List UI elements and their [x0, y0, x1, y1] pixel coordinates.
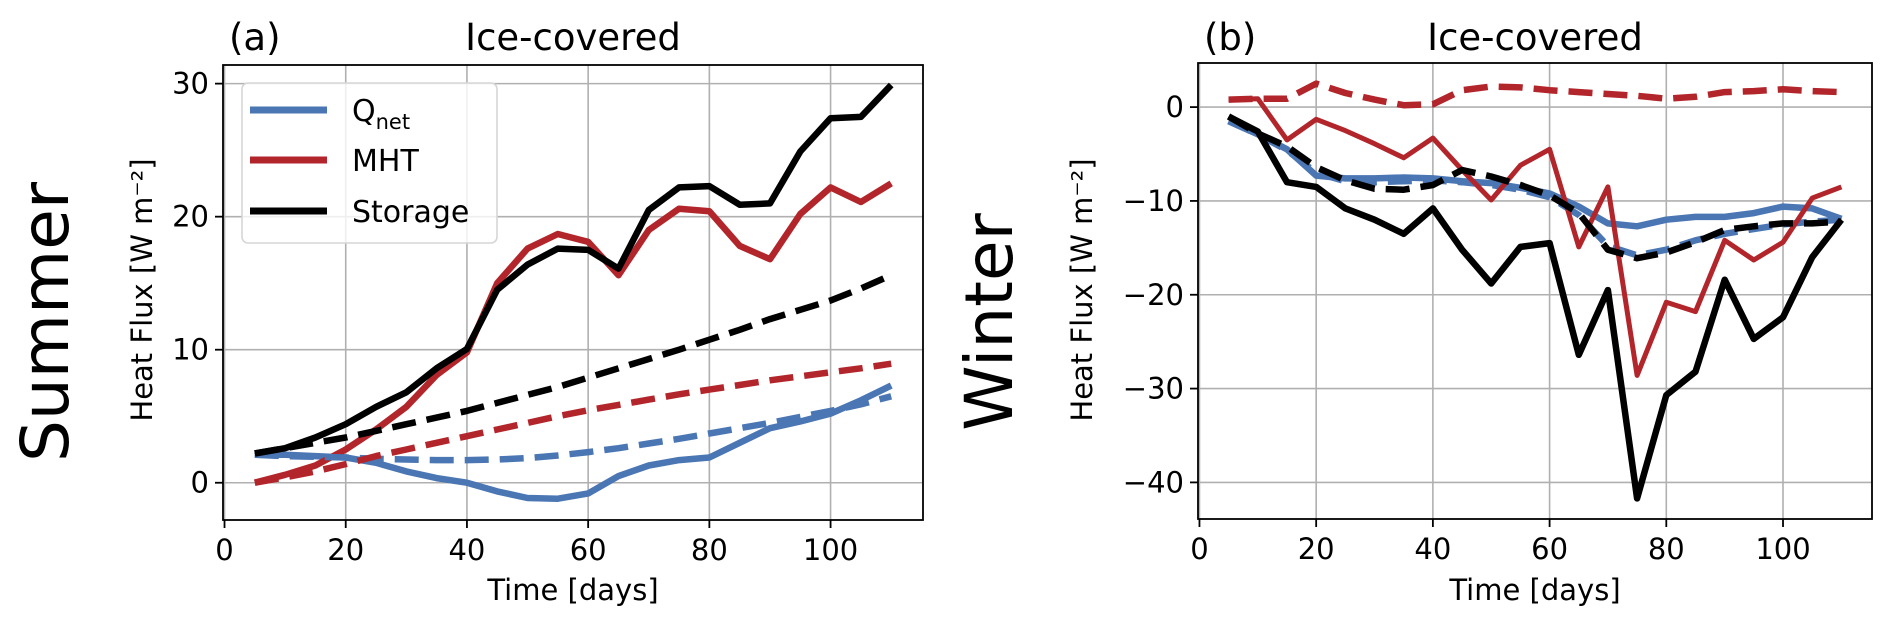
series-storage-dashed — [1226, 113, 1842, 262]
x-tick-label: 80 — [1648, 532, 1685, 566]
x-tick-label: 0 — [1190, 532, 1208, 566]
x-axis-label-b: Time [days] — [1448, 573, 1620, 607]
legend: Qnet MHT Storage — [241, 82, 498, 244]
y-tick-label: −10 — [1123, 184, 1184, 218]
series-layer-b — [1226, 80, 1844, 502]
x-tick-label: 20 — [1298, 532, 1335, 566]
series-qnet-dashed — [254, 393, 893, 464]
x-tick-label: 40 — [1414, 532, 1451, 566]
x-axis-label-a: Time [days] — [486, 573, 658, 607]
x-tick-label: 60 — [570, 533, 607, 567]
series-mht-dashed — [1228, 80, 1842, 109]
series-mht-solid — [1228, 96, 1843, 378]
x-tick-label: 20 — [327, 533, 364, 567]
x-tick-label: 80 — [691, 533, 728, 567]
x-tick-label: 100 — [803, 533, 858, 567]
row-label-winter: Winter — [951, 212, 1028, 430]
y-tick-label: 0 — [191, 466, 209, 500]
axes-frame-a — [222, 64, 924, 521]
legend-label-mht: MHT — [352, 144, 419, 179]
axes-frame-b — [1197, 62, 1873, 520]
y-tick-label: −30 — [1123, 372, 1184, 406]
y-tick-label: 0 — [1166, 90, 1184, 124]
legend-label-qnet-sub: net — [376, 110, 410, 134]
panel-a: 0 20 40 60 80 100 0 10 20 30 (a) Ice-covered Time… — [125, 16, 924, 607]
panel-letter-b: (b) — [1204, 16, 1256, 59]
panel-title-b: Ice-covered — [1427, 16, 1643, 59]
x-tick-label: 100 — [1755, 532, 1810, 566]
series-storage-dashed — [254, 272, 893, 457]
series-storage-solid — [1227, 113, 1844, 502]
y-axis-label-a: Heat Flux [W m⁻²] — [125, 158, 159, 421]
series-qnet-solid — [254, 382, 893, 502]
series-mht-dashed — [254, 360, 892, 486]
y-tick-label: 10 — [172, 333, 209, 367]
y-tick-label: 30 — [172, 67, 209, 101]
series-mht-solid — [253, 180, 893, 486]
legend-label-storage: Storage — [352, 195, 469, 230]
legend-label-qnet-main: Q — [352, 94, 376, 129]
legend-label-qnet: Qnet — [352, 94, 410, 134]
y-axis-label-b: Heat Flux [W m⁻²] — [1065, 158, 1099, 421]
panel-letter-a: (a) — [229, 16, 281, 59]
series-storage-solid — [254, 82, 894, 457]
y-tick-label: 20 — [172, 200, 209, 234]
y-tick-label: −20 — [1123, 278, 1184, 312]
ticks-a: 0 20 40 60 80 100 0 10 20 30 — [172, 67, 858, 567]
panel-b: 0 20 40 60 80 100 −40 −30 −20 −10 0 (b) Ice-covere… — [1065, 16, 1873, 607]
x-tick-label: 40 — [448, 533, 485, 567]
x-tick-label: 60 — [1531, 532, 1568, 566]
ticks-b: 0 20 40 60 80 100 −40 −30 −20 −10 0 — [1123, 90, 1811, 566]
row-label-summer: Summer — [7, 181, 84, 462]
y-tick-label: −40 — [1123, 465, 1184, 499]
series-layer-a — [253, 82, 894, 502]
legend-box — [241, 82, 498, 244]
panel-title-a: Ice-covered — [465, 16, 681, 59]
grid-b — [1198, 63, 1872, 519]
x-tick-label: 0 — [215, 533, 233, 567]
